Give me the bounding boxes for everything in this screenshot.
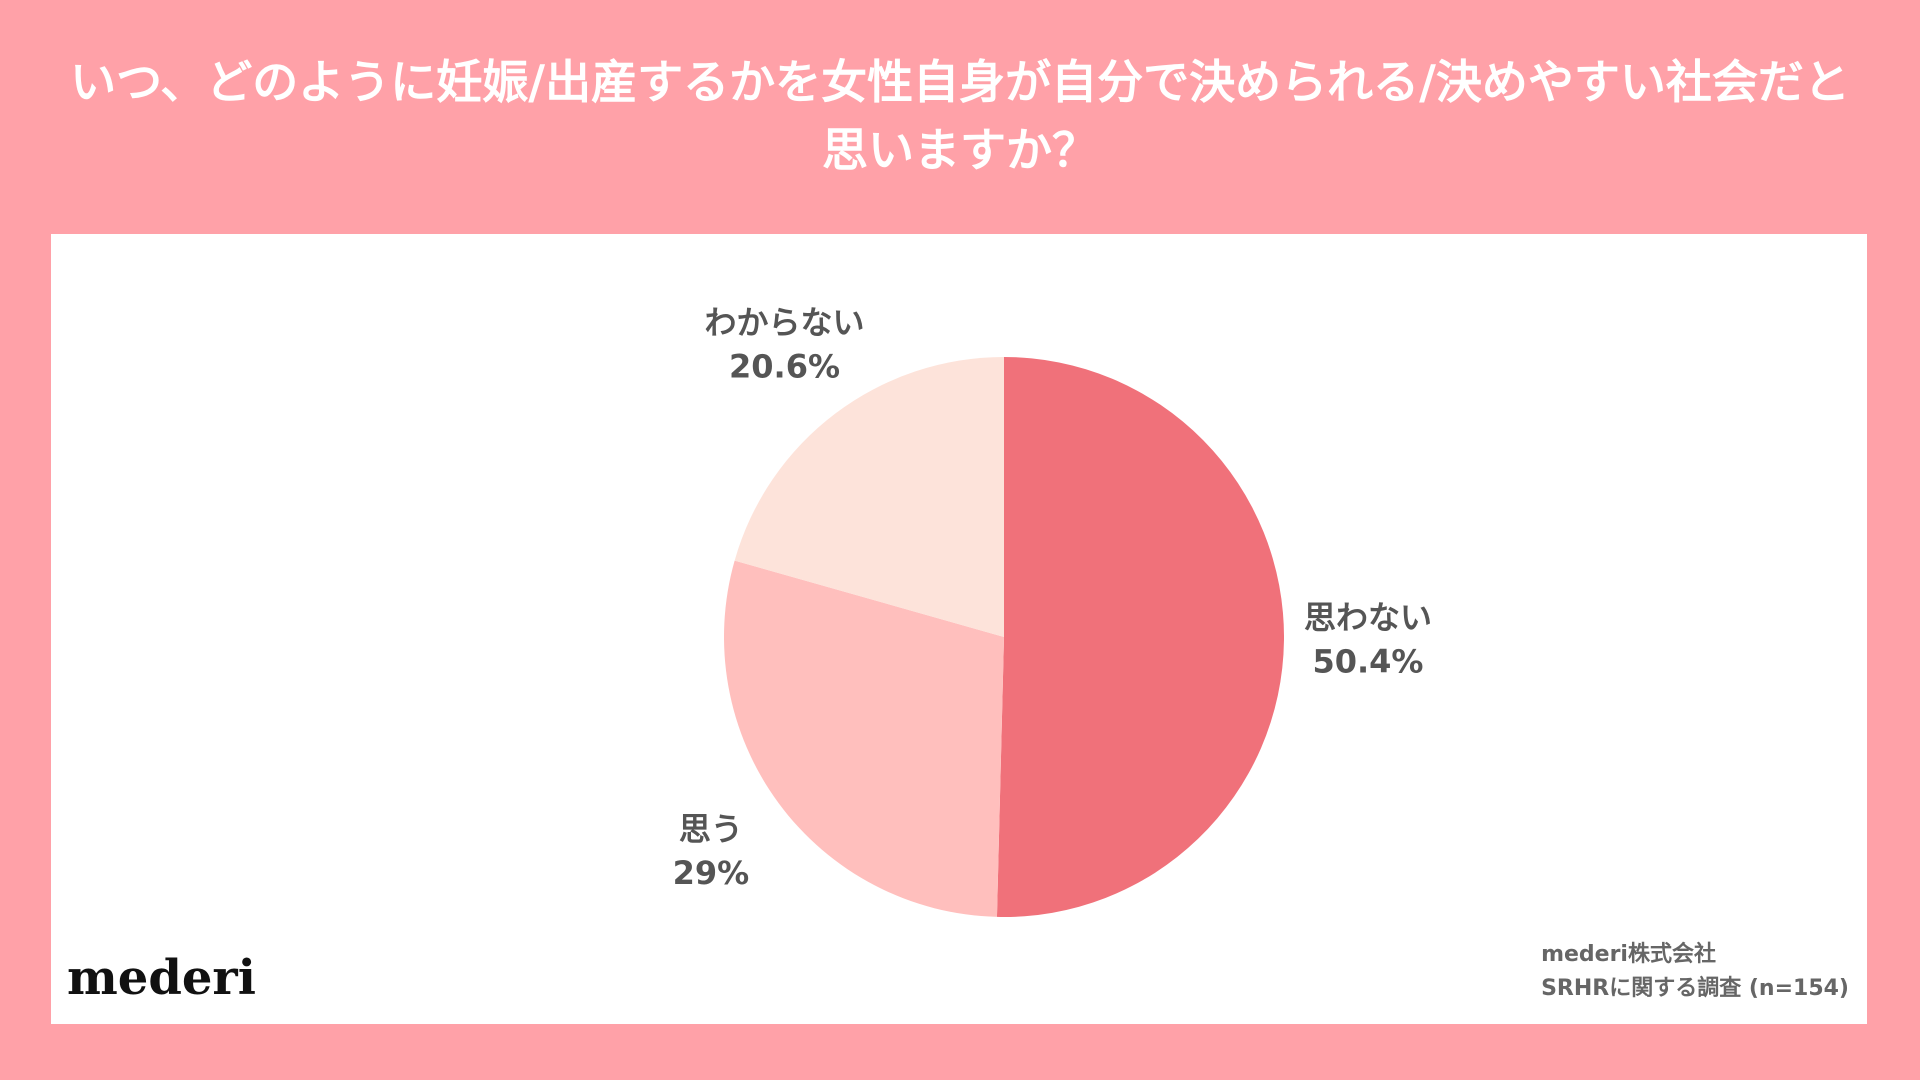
slice-label: 思う <box>679 810 743 848</box>
slice-label: わからない <box>705 304 865 342</box>
source: mederi株式会社 SRHRに関する調査 (n=154) <box>1541 938 1849 1006</box>
pie-slice <box>734 357 1004 637</box>
survey: SRHRに関する調査 (n=154) <box>1541 976 1849 1001</box>
chart-title: いつ、どのように妊娠/出産するかを女性自身が自分で決められる/決めやすい社会だと… <box>70 55 1850 177</box>
pie-slice <box>724 560 1004 917</box>
value-label: 20.6% <box>729 348 840 386</box>
value-label: 50.4% <box>1312 643 1423 681</box>
pie-slice <box>996 357 1285 917</box>
slice-label: 思わない <box>1304 599 1432 637</box>
company: mederi株式会社 <box>1541 942 1716 967</box>
logo: mederi <box>67 950 256 1006</box>
value-label: 29% <box>673 854 750 892</box>
